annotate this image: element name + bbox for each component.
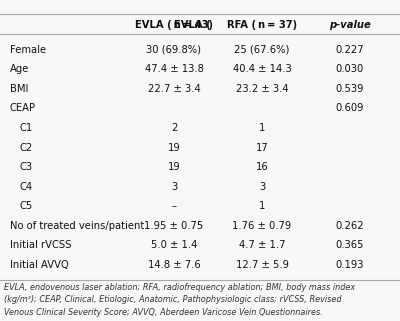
Text: C4: C4 (20, 182, 33, 192)
Text: 16: 16 (256, 162, 268, 172)
Text: 30 (69.8%): 30 (69.8%) (146, 45, 202, 55)
Text: 47.4 ± 13.8: 47.4 ± 13.8 (144, 65, 204, 74)
Text: 19: 19 (168, 162, 180, 172)
Text: 25 (67.6%): 25 (67.6%) (234, 45, 290, 55)
Text: Age: Age (10, 65, 29, 74)
Text: C1: C1 (20, 123, 33, 133)
Text: –: – (172, 201, 176, 211)
Text: 0.193: 0.193 (336, 260, 364, 270)
Text: 3: 3 (259, 182, 265, 192)
Text: 1: 1 (259, 123, 265, 133)
Text: RFA ( n = 37): RFA ( n = 37) (227, 20, 297, 30)
Text: (kg/m²); CEAP, Clinical, Etiologic, Anatomic, Pathophysiologic class; rVCSS, Rev: (kg/m²); CEAP, Clinical, Etiologic, Anat… (4, 295, 342, 304)
Text: 0.227: 0.227 (336, 45, 364, 55)
Text: C3: C3 (20, 162, 33, 172)
Text: 0.609: 0.609 (336, 103, 364, 113)
Text: 5.0 ± 1.4: 5.0 ± 1.4 (151, 240, 197, 250)
Text: 40.4 ± 14.3: 40.4 ± 14.3 (233, 65, 291, 74)
Text: 2: 2 (171, 123, 177, 133)
Text: 19: 19 (168, 143, 180, 152)
Text: 23.2 ± 3.4: 23.2 ± 3.4 (236, 84, 288, 94)
Text: EVLA (: EVLA ( (174, 20, 211, 30)
Text: CEAP: CEAP (10, 103, 36, 113)
Text: 12.7 ± 5.9: 12.7 ± 5.9 (236, 260, 288, 270)
Text: 0.030: 0.030 (336, 65, 364, 74)
Text: 14.8 ± 7.6: 14.8 ± 7.6 (148, 260, 200, 270)
Text: Female: Female (10, 45, 46, 55)
Text: 1.76 ± 0.79: 1.76 ± 0.79 (232, 221, 292, 230)
Text: 1: 1 (259, 201, 265, 211)
Text: 4.7 ± 1.7: 4.7 ± 1.7 (239, 240, 285, 250)
Text: 0.262: 0.262 (336, 221, 364, 230)
Text: 1.95 ± 0.75: 1.95 ± 0.75 (144, 221, 204, 230)
Text: C2: C2 (20, 143, 33, 152)
Text: p-value: p-value (329, 20, 371, 30)
Text: BMI: BMI (10, 84, 28, 94)
Text: No of treated veins/patient: No of treated veins/patient (10, 221, 144, 230)
Text: 17: 17 (256, 143, 268, 152)
Text: 0.365: 0.365 (336, 240, 364, 250)
Text: C5: C5 (20, 201, 33, 211)
Text: Venous Clinical Severity Score; AVVQ, Aberdeen Varicose Vein Questionnaires.: Venous Clinical Severity Score; AVVQ, Ab… (4, 308, 323, 317)
Text: EVLA, endovenous laser ablation; RFA, radiofrequency ablation; BMI, body mass in: EVLA, endovenous laser ablation; RFA, ra… (4, 283, 355, 292)
Text: 22.7 ± 3.4: 22.7 ± 3.4 (148, 84, 200, 94)
Text: Initial rVCSS: Initial rVCSS (10, 240, 71, 250)
Text: EVLA ( n = 43): EVLA ( n = 43) (135, 20, 213, 30)
Text: Initial AVVQ: Initial AVVQ (10, 260, 69, 270)
Text: 3: 3 (171, 182, 177, 192)
Text: 0.539: 0.539 (336, 84, 364, 94)
